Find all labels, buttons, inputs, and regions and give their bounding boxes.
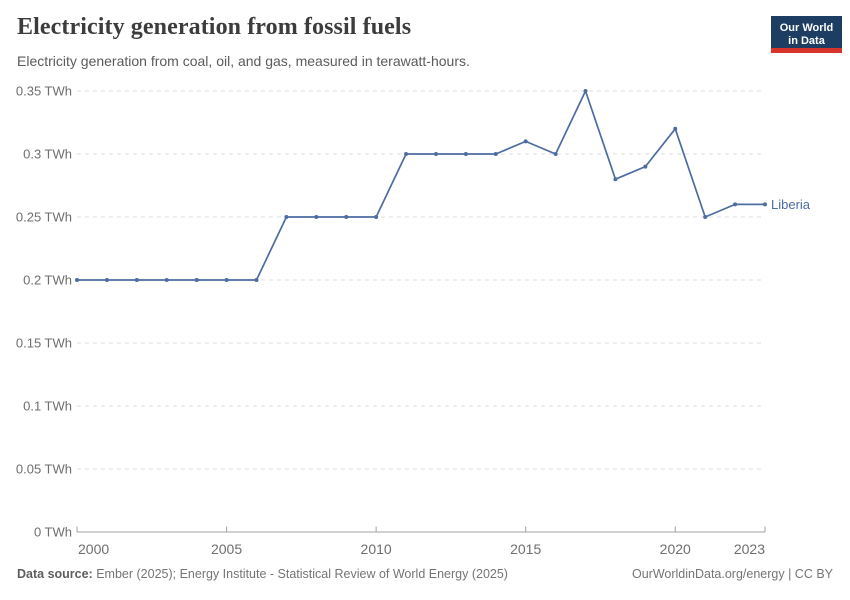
- data-point[interactable]: [344, 215, 349, 219]
- data-source: Data source: Ember (2025); Energy Instit…: [17, 567, 508, 581]
- page-title: Electricity generation from fossil fuels: [17, 14, 412, 40]
- data-point[interactable]: [583, 89, 588, 93]
- x-axis-tick-label: 2000: [78, 541, 109, 557]
- owid-logo[interactable]: Our World in Data: [771, 16, 842, 53]
- data-point[interactable]: [374, 215, 379, 219]
- data-point[interactable]: [763, 202, 767, 207]
- data-point[interactable]: [404, 152, 409, 156]
- data-source-label: Data source:: [17, 567, 93, 581]
- chart-footer: Data source: Ember (2025); Energy Instit…: [17, 567, 833, 581]
- data-point[interactable]: [523, 139, 528, 144]
- y-axis-tick-label: 0.25 TWh: [16, 210, 72, 225]
- y-axis-tick-label: 0.2 TWh: [23, 273, 72, 288]
- data-point[interactable]: [433, 152, 438, 156]
- data-point[interactable]: [733, 202, 738, 207]
- series-line[interactable]: [77, 90, 765, 281]
- data-point[interactable]: [703, 215, 708, 219]
- y-axis-tick-label: 0.15 TWh: [16, 336, 72, 351]
- data-point[interactable]: [493, 152, 498, 156]
- data-point[interactable]: [613, 177, 618, 182]
- data-point[interactable]: [104, 278, 109, 282]
- y-axis-tick-label: 0.3 TWh: [23, 147, 72, 162]
- y-axis-tick-label: 0.05 TWh: [16, 462, 72, 477]
- data-point[interactable]: [314, 215, 319, 219]
- x-axis-tick-label: 2010: [361, 541, 392, 557]
- series-entity-label[interactable]: Liberia: [771, 197, 811, 212]
- data-point[interactable]: [224, 278, 229, 282]
- data-point[interactable]: [75, 278, 79, 282]
- x-axis-tick-label: 2015: [510, 541, 541, 557]
- data-point[interactable]: [134, 278, 139, 282]
- data-point[interactable]: [254, 278, 259, 282]
- data-point[interactable]: [553, 152, 558, 156]
- y-axis-tick-label: 0 TWh: [34, 525, 72, 540]
- data-point[interactable]: [673, 126, 678, 131]
- data-point[interactable]: [164, 278, 169, 282]
- x-axis-tick-label: 2023: [734, 541, 765, 557]
- owid-logo-accent-bar: [771, 48, 842, 53]
- chart-subtitle: Electricity generation from coal, oil, a…: [17, 53, 470, 69]
- data-point[interactable]: [643, 164, 648, 169]
- y-axis-tick-label: 0.35 TWh: [16, 84, 72, 99]
- data-point[interactable]: [284, 215, 289, 219]
- line-chart[interactable]: 0 TWh 0.05 TWh 0.1 TWh 0.15 TWh 0.2 TWh 0.25 …: [0, 80, 850, 560]
- y-axis-tick-label: 0.1 TWh: [23, 399, 72, 414]
- x-axis-tick-label: 2005: [211, 541, 242, 557]
- owid-logo-line1: Our World: [779, 22, 834, 34]
- owid-logo-line2: in Data: [788, 34, 825, 47]
- data-source-text: Ember (2025); Energy Institute - Statist…: [92, 567, 508, 581]
- data-point[interactable]: [194, 278, 199, 282]
- data-point[interactable]: [463, 152, 468, 156]
- footer-license-link[interactable]: OurWorldinData.org/energy | CC BY: [631, 567, 833, 581]
- x-axis-tick-label: 2020: [660, 541, 691, 557]
